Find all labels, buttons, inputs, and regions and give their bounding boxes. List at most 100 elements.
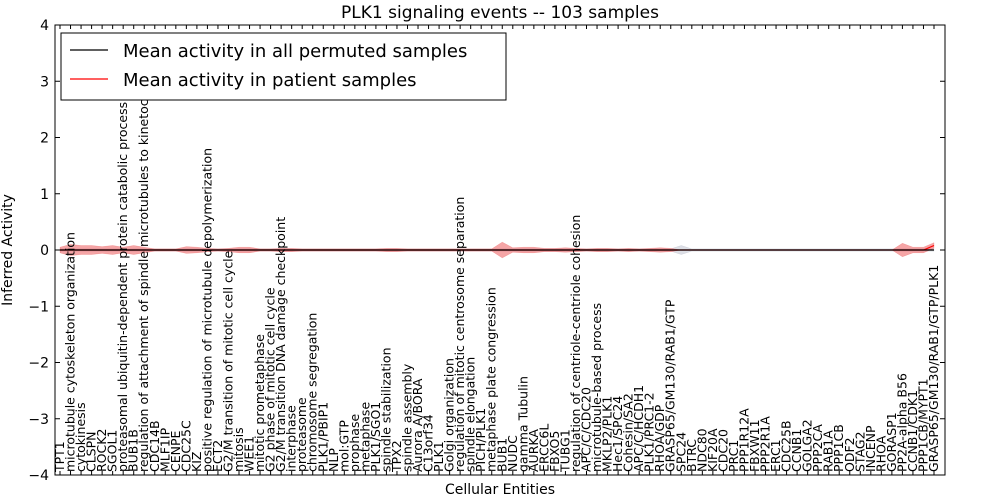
entity-label: Golgi organization [442, 358, 457, 472]
entity-label: APC/C/HCDH1 [631, 385, 646, 472]
entity-label: RHOA/GDP [652, 404, 667, 472]
entity-label: GRASP65/GM130/RAB1/GTP [663, 299, 678, 472]
y-tick-label: 3 [40, 74, 49, 90]
entity-label: G2/M transition DNA damage checkpoint [273, 217, 288, 472]
entity-label: PLK1/PRC1-2 [642, 392, 657, 472]
entity-label: BUB1B [126, 429, 141, 472]
y-tick-label: −2 [28, 356, 49, 372]
entity-label: CENPE [168, 430, 183, 472]
entity-label: microtubule cytoskeleton organization [63, 232, 78, 472]
y-tick-label: −1 [28, 299, 49, 315]
entity-label: MKLP2/PLK1 [600, 396, 615, 472]
entity-label: NUDC [505, 435, 520, 472]
entity-label: NLP [326, 448, 341, 472]
entity-label: SGOL1 [105, 430, 120, 472]
entity-label: ROCK2 [94, 429, 109, 472]
entity-label: PLK1 [431, 441, 446, 472]
entity-label: PLK1/PBIP1 [315, 402, 330, 472]
entity-label: PPP1R12A [736, 408, 751, 472]
entity-label: INCENP [863, 425, 878, 472]
entity-label: CCNB1/CDK1 [905, 390, 920, 472]
entity-label: regulation of centriole-centriole cohesi… [568, 215, 583, 472]
entity-label: metaphase [357, 402, 372, 472]
entity-label: mitotic prometaphase [252, 334, 267, 472]
entity-label: WEE1 [242, 436, 257, 472]
entity-label: positive regulation of microtubule depol… [199, 148, 214, 472]
entity-label: RHOA [873, 435, 888, 472]
entity-label: CDC14B [147, 420, 162, 472]
entity-label: spindle assembly [399, 363, 414, 472]
y-tick-label: −3 [28, 412, 49, 428]
entity-label: G2/M transition of mitotic cell cycle [220, 250, 235, 472]
entity-label: GOLGA2 [800, 419, 815, 472]
entity-label: CLSPN [84, 431, 99, 472]
entity-label: CCNB1 [789, 429, 804, 472]
y-tick-label: 4 [40, 18, 49, 34]
entity-label: microtubule-based process [589, 303, 604, 472]
y-tick-label: 0 [40, 243, 49, 259]
legend: Mean activity in all permuted samples Me… [60, 32, 507, 101]
entity-label: ECT2 [210, 440, 225, 472]
entity-label: chromosome segregation [305, 313, 320, 472]
entity-label: FBXW11 [747, 419, 762, 472]
entity-label: CDC20 [715, 429, 730, 472]
entity-label: proteasomal ubiquitin-dependent protein … [115, 102, 130, 472]
entity-label: Cohesin/SA2 [621, 393, 636, 472]
entity-label: PRC1 [726, 440, 741, 472]
entity-label: spindle elongation [463, 357, 478, 472]
entity-label: cytokinesis [73, 402, 88, 472]
entity-label: TUBG1 [557, 429, 572, 473]
entity-label: spindle stabilization [378, 347, 393, 472]
legend-box [60, 32, 507, 101]
entity-label: BTRC [684, 439, 699, 472]
y-tick-label: 2 [40, 131, 49, 147]
entity-label: KIF20A [705, 428, 720, 472]
entity-label: metaphase plate congression [484, 287, 499, 472]
entity-label: PPP1CB/MYPT1 [915, 378, 930, 472]
entity-label: BUB1 [494, 438, 509, 472]
y-tick-label: −4 [28, 468, 49, 484]
entity-label: KIZ [189, 452, 204, 472]
entity-label: CDC25C [178, 420, 193, 472]
entity-label: ODF2 [842, 437, 857, 472]
entity-label: MLF1IP [157, 427, 172, 472]
entity-label: gamma Tubulin [515, 376, 530, 472]
entity-label: AURKA [526, 429, 541, 472]
entity-label: Hec1/SPC24 [610, 396, 625, 472]
entity-label: ERC1 [768, 439, 783, 472]
entity-label: regulation of mitotic centrosome separat… [452, 197, 467, 472]
entity-label: NDC80 [694, 428, 709, 472]
entity-label: CDC25B [779, 420, 794, 472]
entity-label: TPX2 [389, 440, 404, 473]
entity-label: PPP2R1A [758, 416, 773, 472]
entity-label: TPT1 [52, 441, 67, 473]
entity-label: mitosis [231, 427, 246, 472]
entity-label: PICH/PLK1 [473, 408, 488, 472]
legend-label-permuted: Mean activity in all permuted samples [123, 41, 467, 62]
y-axis-title: Inferred Activity [0, 194, 16, 306]
entity-label: APC/C/CDC20 [579, 387, 594, 472]
entity-label: PPP1CB [831, 424, 846, 472]
entity-label: GRASP65/GM130/RAB1/GTP/PLK1 [926, 265, 941, 472]
entity-label: G2 phase of mitotic cell cycle [263, 287, 278, 472]
entity-label: C13orf34 [421, 414, 436, 472]
entity-label: regulation of attachment of spindle micr… [136, 71, 151, 472]
entity-label: prophase [347, 414, 362, 472]
chart-title: PLK1 signaling events -- 103 samples [341, 3, 659, 23]
entity-label: GORASP1 [884, 412, 899, 472]
x-axis-title: Cellular Entities [445, 482, 555, 498]
entity-label: PP2A-alpha B56 [894, 373, 909, 472]
entity-label: FBXO5 [547, 431, 562, 472]
y-tick-label: 1 [40, 187, 49, 203]
entity-label: SPC24 [673, 432, 688, 472]
entity-label: interphase [284, 405, 299, 472]
entity-label: PLK1/SGO1 [368, 402, 383, 472]
entity-label: proteasome [294, 397, 309, 472]
entity-label: ERCC6L [536, 424, 551, 472]
entity-label: mol:GTP [336, 420, 351, 472]
entity-label: Aurora A/BORA [410, 378, 425, 472]
entity-label: PPP2CA [810, 424, 825, 472]
legend-label-patient: Mean activity in patient samples [123, 70, 417, 91]
entity-label: RAB1A [821, 430, 836, 472]
